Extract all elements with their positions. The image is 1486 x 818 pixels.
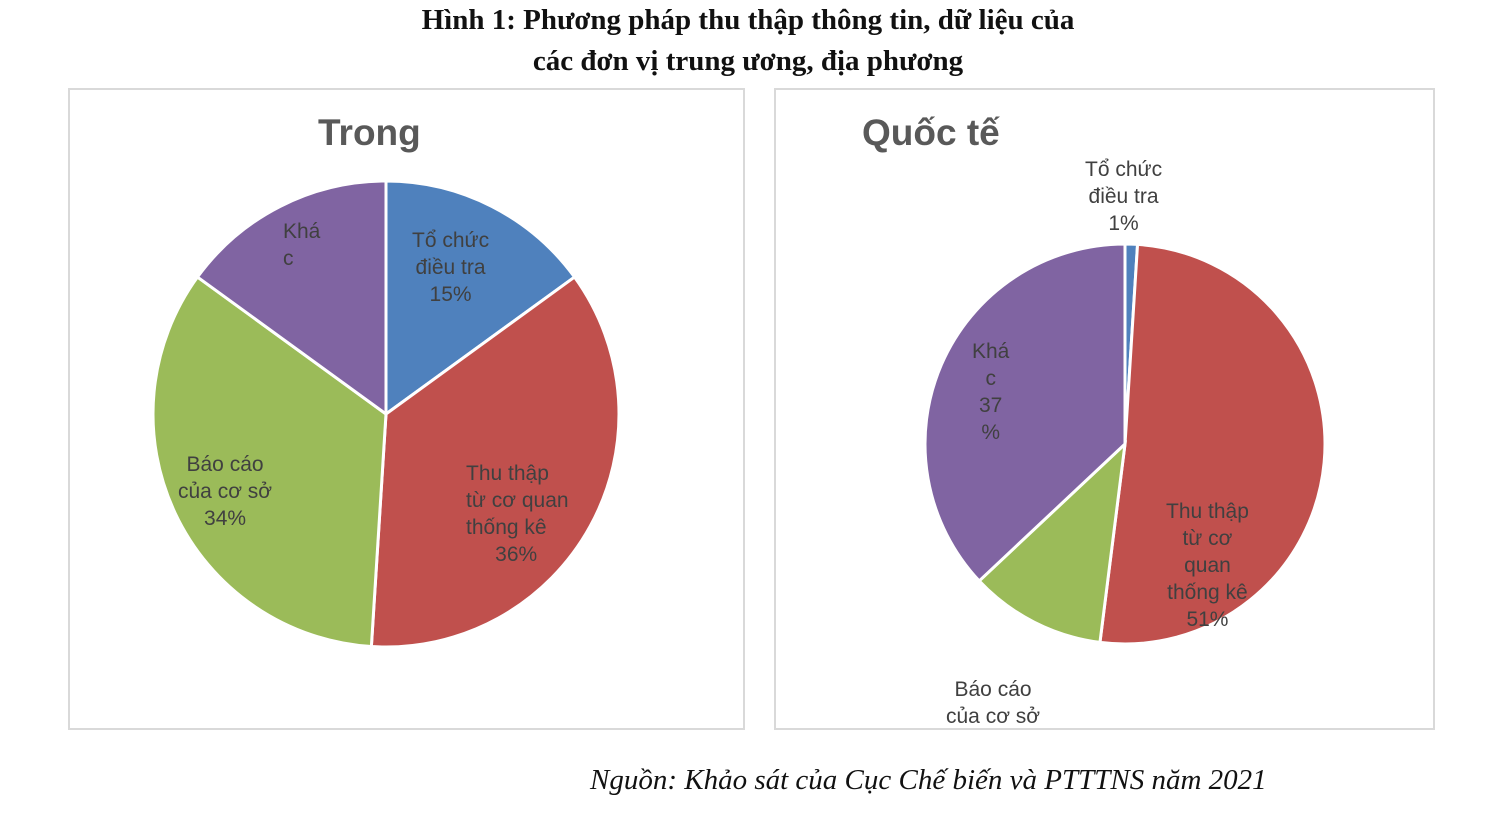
label-domestic-khac: Khá c [283, 220, 321, 270]
figure-title-line2: các đơn vị trung ương, địa phương [532, 45, 964, 77]
chart-domestic-title: Trong [318, 112, 421, 153]
pie-international [923, 242, 1327, 646]
pie-slice-khac [923, 242, 1127, 584]
label-international-khac: Khá c 37 % [972, 340, 1010, 444]
label-domestic-thu-thap: Thu thập từ cơ quan thống kê 36% [466, 462, 569, 566]
pie-slice-thu-thap [1098, 242, 1327, 646]
pie-domestic [151, 179, 621, 649]
label-international-bao-cao: Báo cáo của cơ sở [946, 678, 1041, 728]
label-international-thu-thap: Thu thập từ cơ quan thống kê 51% [1166, 500, 1249, 631]
label-international-to-chuc: Tổ chức điều tra 1% [1085, 158, 1163, 235]
pie-slice-bao-cao [151, 274, 388, 649]
chart-international-title: Quốc tế [862, 112, 1000, 153]
figure-title: Hình 1: Phương pháp thu thập thông tin, … [0, 0, 1486, 82]
pie-slice-to-chuc [384, 179, 577, 417]
figure-title-line1: Hình 1: Phương pháp thu thập thông tin, … [421, 4, 1075, 36]
label-domestic-to-chuc: Tổ chức điều tra 15% [412, 229, 490, 306]
pie-slice-khac [195, 179, 388, 417]
pie-slice-thu-thap [369, 274, 621, 649]
label-domestic-bao-cao: Báo cáo của cơ sở 34% [178, 453, 273, 530]
figure-source: Nguồn: Khảo sát của Cục Chế biến và PTTT… [590, 764, 1267, 796]
pie-slice-bao-cao [977, 440, 1128, 645]
